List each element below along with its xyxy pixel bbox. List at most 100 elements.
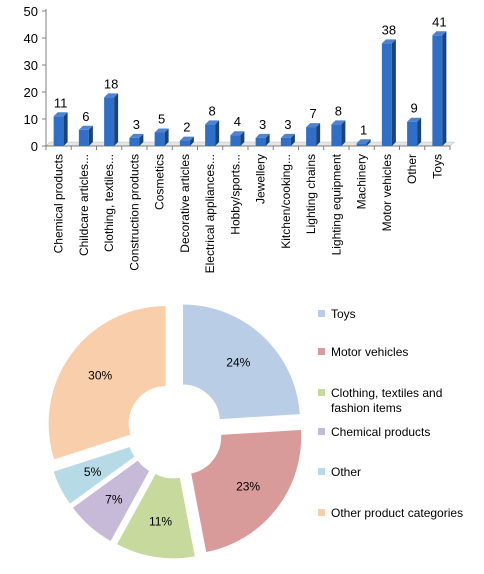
legend-swatch	[318, 428, 325, 435]
bar-top	[154, 128, 169, 133]
bar-top	[331, 120, 346, 125]
bar-top	[129, 133, 144, 138]
bar-front	[154, 132, 165, 146]
legend-label: Chemical products	[331, 425, 430, 439]
pie-value-label: 7%	[105, 492, 123, 506]
bar-data-label: 9	[411, 101, 418, 116]
category-label: Motor vehicles	[380, 154, 394, 231]
bar-front	[205, 124, 216, 146]
legend-label: fashion items	[331, 401, 402, 415]
pie-slice	[190, 428, 303, 554]
bar-data-label: 1	[360, 122, 367, 137]
bar-front	[179, 140, 190, 146]
bar-top	[230, 131, 245, 136]
bar-top	[205, 120, 220, 125]
bar	[381, 39, 396, 146]
bar-front	[104, 97, 115, 146]
bar-front	[381, 43, 392, 146]
pie-slice	[47, 305, 167, 461]
bar	[432, 31, 447, 146]
bar-side	[164, 128, 169, 146]
category-label: Clothing, textiles...	[102, 154, 116, 252]
bar-side	[114, 93, 119, 146]
y-tick-label: 0	[31, 139, 38, 154]
bar	[407, 117, 422, 146]
bar-top	[255, 133, 270, 138]
y-tick-label: 50	[24, 4, 38, 19]
legend-label: Other product categories	[331, 506, 463, 520]
bar	[129, 133, 144, 146]
bar-data-label: 8	[209, 103, 216, 118]
bar-side	[366, 139, 371, 146]
pie-chart: 24% 23% 11% 7%5% 30% Toys Motor vehicles Clothi…	[47, 303, 463, 560]
bar-front	[230, 135, 241, 146]
bar-top	[356, 139, 371, 144]
bar	[78, 125, 93, 146]
pie-value-label: 23%	[236, 480, 260, 494]
legend-swatch	[318, 509, 325, 516]
legend-item: Motor vehicles	[318, 345, 408, 359]
y-tick-label: 30	[24, 58, 38, 73]
bar-top	[407, 117, 422, 122]
pie-slice	[115, 472, 196, 560]
bar-top	[306, 123, 321, 128]
bar-top	[53, 112, 68, 117]
category-label: Kitchen/cooking...	[279, 154, 293, 249]
legend-swatch	[318, 389, 325, 396]
bar-front	[331, 124, 342, 146]
category-label: Machinery	[355, 154, 369, 209]
bar	[104, 93, 119, 146]
bar-data-label: 3	[284, 117, 291, 132]
category-label: Construction products	[127, 154, 141, 271]
category-label: Hobby/sports...	[228, 154, 242, 235]
legend-label: Motor vehicles	[331, 345, 408, 359]
bar-top	[179, 136, 194, 141]
bar-data-label: 6	[82, 109, 89, 124]
bar-top	[381, 39, 396, 44]
pie-value-label: 30%	[88, 369, 112, 383]
bar-side	[316, 123, 321, 146]
bar-top	[280, 133, 295, 138]
bar-top	[432, 31, 447, 36]
bar-data-label: 41	[432, 14, 446, 29]
bar	[280, 133, 295, 146]
category-label: Electrical appliances...	[203, 154, 217, 273]
category-label: Chemical products	[52, 154, 66, 253]
category-label: Lighting chains	[304, 154, 318, 234]
category-label: Lighting equipment	[329, 153, 343, 255]
bar-side	[417, 117, 422, 146]
bar-top	[78, 125, 93, 130]
legend-item: Toys	[318, 307, 356, 321]
legend-item: Other	[318, 465, 361, 479]
bar	[255, 133, 270, 146]
legend-label: Clothing, textiles and	[331, 386, 442, 400]
legend-label: Other	[331, 465, 361, 479]
pie-slice	[52, 445, 136, 506]
category-label: Jewellery	[254, 154, 268, 204]
bar-data-label: 18	[104, 76, 118, 91]
bar-data-label: 11	[54, 95, 68, 110]
bar-side	[88, 125, 93, 146]
bar-side	[63, 112, 68, 146]
category-label: Other	[405, 154, 419, 184]
bar-data-label: 5	[158, 112, 165, 127]
category-label: Toys	[430, 154, 444, 179]
pie-slice	[71, 459, 151, 543]
bar-data-label: 3	[133, 117, 140, 132]
bar-front	[53, 116, 64, 146]
bar-side	[391, 39, 396, 146]
bar-data-label: 8	[335, 103, 342, 118]
pie-value-label: 24%	[226, 356, 250, 370]
bar	[230, 131, 245, 146]
bar-front	[432, 35, 443, 146]
bar	[53, 112, 68, 146]
bar-data-label: 2	[183, 120, 190, 135]
bar-top	[104, 93, 119, 98]
legend-item: Other product categories	[318, 506, 463, 520]
pie-slice	[182, 303, 301, 421]
legend-swatch	[318, 310, 325, 317]
bar-side	[265, 133, 270, 146]
category-label: Childcare articles...	[77, 154, 91, 256]
y-tick-label: 40	[24, 31, 38, 46]
